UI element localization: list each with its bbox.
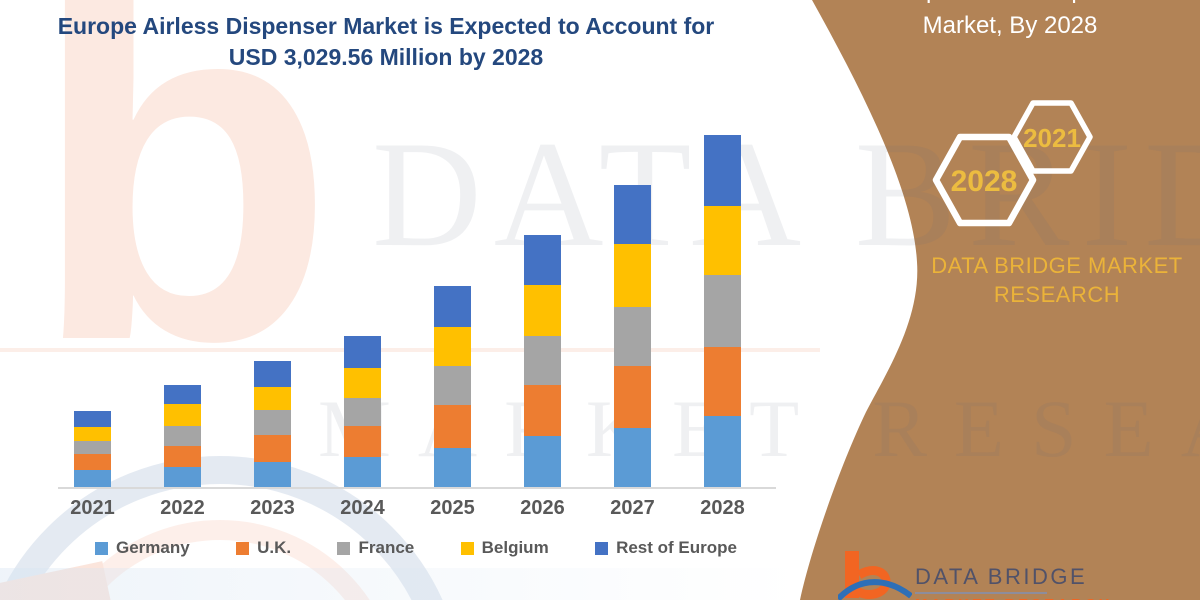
- bar-segment-germany-2022: [164, 467, 201, 488]
- legend-item-rest-of-europe: Rest of Europe: [595, 538, 737, 558]
- panel-heading-line2: Market, By 2028: [922, 12, 1098, 39]
- bar-segment-france-2027: [614, 307, 651, 367]
- bar-2022: [164, 385, 201, 488]
- panel-heading: Europe Airless Dispenser Market, By 2028: [815, 0, 1200, 43]
- bar-segment-belgium-2026: [524, 284, 561, 336]
- panel-heading-line1-cropped: Europe Airless Dispenser: [815, 0, 1200, 8]
- legend-item-germany: Germany: [95, 538, 190, 558]
- bar-segment-belgium-2028: [704, 206, 741, 276]
- bar-segment-belgium-2025: [434, 327, 471, 367]
- bar-2026: [524, 234, 561, 488]
- bar-segment-u-k-2022: [164, 446, 201, 468]
- logo-letter-watermark: b: [30, 0, 336, 444]
- bar-segment-germany-2028: [704, 416, 741, 488]
- bar-segment-rest-of-europe-2028: [704, 135, 741, 207]
- peach-band-watermark: [0, 348, 820, 352]
- footer-brand-subline-cropped: MARKET RESEARCH: [915, 596, 1113, 600]
- bar-segment-france-2022: [164, 426, 201, 447]
- bar-segment-rest-of-europe-2023: [254, 361, 291, 387]
- legend-swatch-belgium: [460, 541, 474, 555]
- axis-label-2026: 2026: [520, 497, 565, 519]
- panel-brand-text: DATA BRIDGE MARKET RESEARCH: [890, 251, 1200, 309]
- x-axis-line: [58, 487, 776, 489]
- legend-label-germany: Germany: [116, 538, 190, 557]
- bar-segment-germany-2024: [344, 457, 381, 488]
- bar-segment-u-k-2025: [434, 405, 471, 449]
- bar-segment-belgium-2021: [74, 427, 111, 442]
- legend-item-belgium: Belgium: [460, 538, 549, 558]
- bar-segment-france-2024: [344, 398, 381, 427]
- hexagon-2021-label: 2021: [1023, 123, 1081, 153]
- brand-watermark-line1: DATA BRIDGE: [372, 110, 1200, 278]
- axis-label-2022: 2022: [160, 497, 205, 519]
- legend-label-u-k: U.K.: [257, 538, 292, 557]
- hexagon-2028: [932, 133, 1037, 227]
- bar-2025: [434, 286, 471, 488]
- legend-label-france: France: [358, 538, 415, 557]
- hexagon-2028-label: 2028: [951, 165, 1018, 198]
- bar-segment-rest-of-europe-2025: [434, 286, 471, 327]
- bar-segment-germany-2025: [434, 448, 471, 488]
- databridge-logo-icon: [838, 551, 912, 600]
- chart-title-line2: USD 3,029.56 Million by 2028: [228, 44, 544, 70]
- bar-segment-rest-of-europe-2026: [524, 234, 561, 285]
- bar-segment-u-k-2027: [614, 366, 651, 429]
- bar-segment-france-2025: [434, 366, 471, 406]
- axis-label-2028: 2028: [700, 497, 745, 519]
- bar-segment-germany-2021: [74, 470, 111, 488]
- bar-segment-u-k-2024: [344, 426, 381, 458]
- chart-title-line1: Europe Airless Dispenser Market is Expec…: [57, 13, 715, 39]
- bar-segment-france-2021: [74, 441, 111, 455]
- legend-swatch-u-k: [236, 541, 250, 555]
- bar-2024: [344, 335, 381, 488]
- legend-label-belgium: Belgium: [481, 538, 549, 557]
- legend-item-france: France: [337, 538, 414, 558]
- footer-brand-name: DATA BRIDGE: [915, 564, 1088, 589]
- bar-segment-france-2023: [254, 409, 291, 435]
- chart-title: Europe Airless Dispenser Market is Expec…: [30, 11, 742, 73]
- bar-segment-germany-2026: [524, 436, 561, 488]
- bar-segment-rest-of-europe-2022: [164, 385, 201, 405]
- bar-2021: [74, 411, 111, 488]
- panel-brand-line2: RESEARCH: [993, 282, 1121, 307]
- bar-segment-u-k-2026: [524, 385, 561, 437]
- bar-segment-belgium-2024: [344, 368, 381, 399]
- legend-swatch-france: [337, 541, 351, 555]
- bar-segment-u-k-2023: [254, 435, 291, 463]
- axis-label-2025: 2025: [430, 497, 475, 519]
- axis-label-2024: 2024: [340, 497, 385, 519]
- legend-item-u-k: U.K.: [236, 538, 291, 558]
- bar-segment-belgium-2023: [254, 387, 291, 410]
- bar-segment-u-k-2028: [704, 347, 741, 417]
- bar-2027: [614, 185, 651, 488]
- legend-swatch-rest-of-europe: [595, 541, 609, 555]
- legend-label-rest-of-europe: Rest of Europe: [616, 538, 737, 557]
- axis-label-2021: 2021: [70, 497, 115, 519]
- bar-segment-germany-2027: [614, 428, 651, 488]
- bar-segment-france-2026: [524, 335, 561, 386]
- bar-2028: [704, 135, 741, 488]
- bar-segment-rest-of-europe-2021: [74, 411, 111, 428]
- axis-label-2023: 2023: [250, 497, 295, 519]
- bar-segment-rest-of-europe-2027: [614, 185, 651, 245]
- chart-legend: Germany U.K. France Belgium Rest of Europe: [95, 538, 737, 558]
- bar-segment-belgium-2022: [164, 404, 201, 427]
- panel-brand-line1: DATA BRIDGE MARKET: [931, 253, 1183, 278]
- legend-swatch-germany: [95, 541, 108, 555]
- footer-underline: [915, 592, 1047, 594]
- bar-segment-france-2028: [704, 275, 741, 348]
- hexagon-2021: [1011, 100, 1093, 174]
- bar-2023: [254, 361, 291, 488]
- bar-segment-u-k-2021: [74, 454, 111, 471]
- bar-segment-rest-of-europe-2024: [344, 335, 381, 369]
- bottom-wash: [0, 568, 800, 600]
- bar-segment-belgium-2027: [614, 244, 651, 308]
- axis-label-2027: 2027: [610, 497, 655, 519]
- bar-segment-germany-2023: [254, 462, 291, 488]
